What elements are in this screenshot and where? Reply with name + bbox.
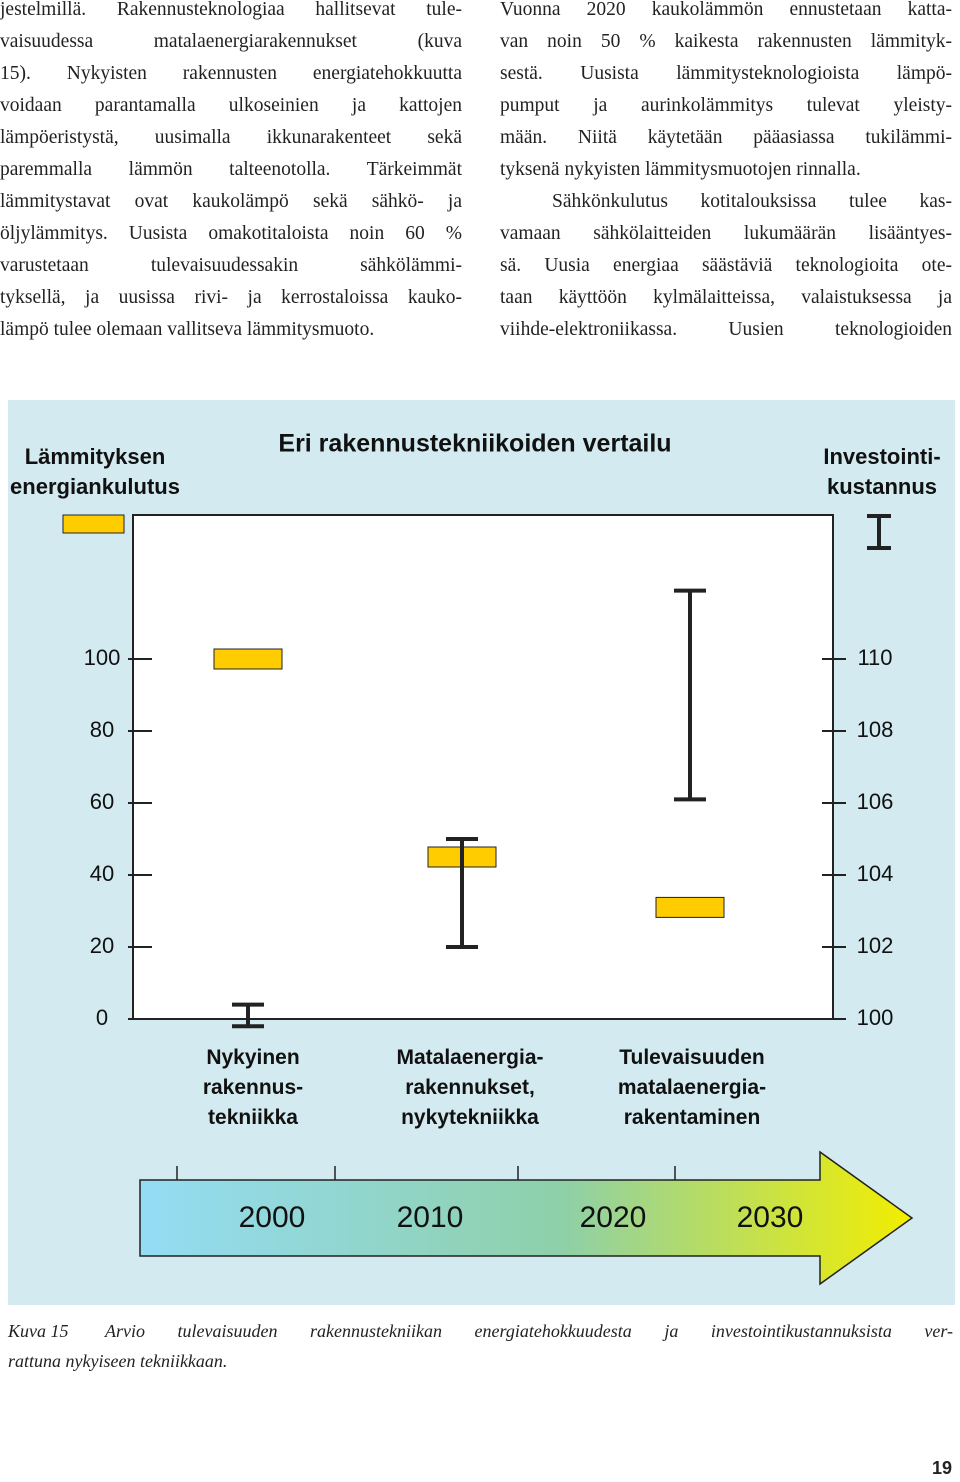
energy-box <box>213 648 283 670</box>
y-tick-label: 20 <box>90 933 114 958</box>
timeline-year: 2000 <box>239 1201 306 1234</box>
category-label: Matalaenergia-rakennukset, nykytekniikka <box>396 1046 543 1129</box>
text-line: paremmalla lämmön talteenotolla. Tärkeim… <box>0 159 462 180</box>
text-line: jestelmillä. Rakennusteknologiaa hallits… <box>0 0 462 20</box>
cost-range <box>674 588 706 802</box>
text-line: vamaan sähkölaitteiden lukumäärän lisään… <box>500 223 952 244</box>
y-tick-label: 100 <box>84 645 121 670</box>
energy-box <box>655 896 725 918</box>
text-line: voidaan parantamalla ulkoseinien ja katt… <box>0 95 462 116</box>
timeline-year: 2030 <box>737 1201 804 1234</box>
timeline-arrow <box>139 1150 914 1286</box>
y2-tick-label: 110 <box>857 645 892 670</box>
caption-text: Arvio tulevaisuuden rakennustekniikan en… <box>105 1321 953 1341</box>
y2-tick-label: 106 <box>857 789 894 814</box>
caption-text: rattuna nykyiseen tekniikkaan. <box>8 1351 228 1371</box>
category-label: Nykyinen rakennus-tekniikka <box>203 1046 303 1129</box>
y-tick-label: 40 <box>90 861 114 886</box>
text-line: 15). Nykyisten rakennusten energiatehokk… <box>0 63 462 84</box>
text-line: lämpöeristystä, uusimalla ikkunarakentee… <box>0 127 462 148</box>
text-line: pumput ja aurinkolämmitys tulevat yleist… <box>500 95 952 116</box>
y2-tick-label: 100 <box>857 1005 894 1030</box>
plot-area <box>132 514 834 1020</box>
legend-swatch <box>62 514 125 534</box>
y2-tick-label: 102 <box>857 933 894 958</box>
y-tick-label: 0 <box>96 1005 108 1030</box>
category-label: Tulevaisuuden matalaenergia-rakentaminen <box>618 1046 766 1129</box>
text-line: viihde-elektroniikassa. Uusien teknologi… <box>500 319 952 340</box>
text-line: tyksellä, ja uusissa rivi- ja kerrostalo… <box>0 287 462 308</box>
text-column: Vuonna 2020 kaukolämmön ennustetaan katt… <box>500 0 952 346</box>
text-line: vaisuudessa matalaenergiarakennukset (ku… <box>0 31 462 52</box>
text-line: Vuonna 2020 kaukolämmön ennustetaan katt… <box>500 0 952 20</box>
caption: Kuva 15 Arvio tulevaisuuden rakennustekni… <box>8 1316 953 1376</box>
legend-swatch <box>867 514 891 550</box>
text-line: varustetaan tulevaisuudessakin sähkölämm… <box>0 255 462 276</box>
text-line: tyksenä nykyisten lämmitysmuotojen rinna… <box>500 159 861 180</box>
text-line: sestä. Uusista lämmitysteknologioista lä… <box>500 63 952 84</box>
timeline-year: 2020 <box>580 1201 647 1234</box>
timeline-year: 2010 <box>397 1201 464 1234</box>
caption-line: Kuva 15 Arvio tulevaisuuden rakennustekni… <box>8 1316 953 1346</box>
text-line: Sähkönkulutus kotitalouksissa tulee kas- <box>552 191 952 212</box>
caption-label: Kuva 15 <box>8 1321 69 1341</box>
text-line: mään. Niitä käytetään pääasiassa tukiläm… <box>500 127 952 148</box>
chart-title: Eri rakennustekniikoiden vertailu <box>278 430 671 458</box>
y-tick-label: 80 <box>90 717 114 742</box>
text-line: van noin 50 % kaikesta rakennusten lämmi… <box>500 31 952 52</box>
page-number: 19 <box>931 1458 952 1478</box>
legend-label: Lämmityksen energiankulutus <box>10 444 180 499</box>
y2-tick-label: 104 <box>857 861 894 886</box>
text-line: lämmitystavat ovat kaukolämpö sekä sähkö… <box>0 191 462 212</box>
text-line: taan käyttöön kylmälaitteissa, valaistuk… <box>500 287 952 308</box>
text-line: sä. Uusia energiaa säästäviä teknologioi… <box>500 255 952 276</box>
y-tick-label: 60 <box>90 789 114 814</box>
cost-range <box>446 837 478 949</box>
cost-range <box>232 1002 264 1029</box>
text-line: lämpö tulee olemaan vallitseva lämmitysm… <box>0 319 375 340</box>
y2-tick-label: 108 <box>857 717 894 742</box>
text-line: öljylämmitys. Uusista omakotitaloista no… <box>0 223 462 244</box>
legend-label: Investointi-kustannus <box>823 444 940 499</box>
text-column: jestelmillä. Rakennusteknologiaa hallits… <box>0 0 462 346</box>
